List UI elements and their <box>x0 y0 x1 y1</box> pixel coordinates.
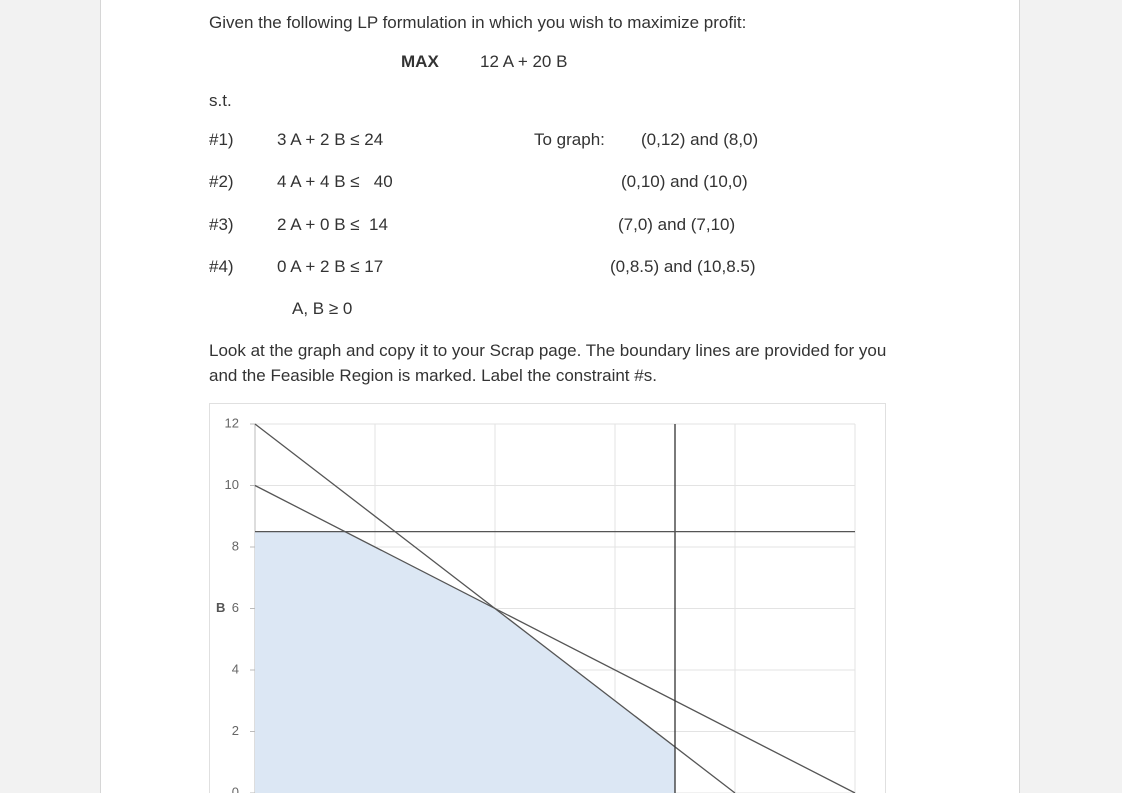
objective-label: MAX <box>401 52 439 71</box>
graph-points: (7,0) and (7,10) <box>618 214 736 234</box>
graph-points: (0,8.5) and (10,8.5) <box>610 256 756 276</box>
y-tick-label: 8 <box>232 538 239 553</box>
y-tick-label: 0 <box>232 784 239 793</box>
constraint-number: #4) <box>209 256 234 276</box>
nonnegativity: A, B ≥ 0 <box>292 299 353 318</box>
y-axis-label: B <box>216 600 225 615</box>
constraint-expression: 2 A + 0 B ≤ 14 <box>277 214 388 234</box>
boundary-line <box>254 484 856 793</box>
graph-points: (0,10) and (10,0) <box>621 172 748 192</box>
chart: 0 2 4 6 8 10 12 B <box>209 403 886 793</box>
intro: Given the following LP formulation in wh… <box>209 13 747 32</box>
y-tick-label: 12 <box>225 415 239 430</box>
objective-expression: 12 A + 20 B <box>480 52 568 71</box>
graph-points: (0,12) and (8,0) <box>641 130 759 149</box>
constraint-number: #3) <box>209 214 234 234</box>
subject-to: s.t. <box>209 91 232 110</box>
y-tick-label: 2 <box>232 723 239 738</box>
y-tick-label: 10 <box>225 477 239 492</box>
graph-label: To graph: <box>534 130 605 149</box>
constraint-expression: 4 A + 4 B ≤ 40 <box>277 172 393 192</box>
constraint-expression: 3 A + 2 B ≤ 24 <box>277 130 384 149</box>
constraint-number: #1) <box>209 130 234 149</box>
y-tick-label: 6 <box>232 600 239 615</box>
y-tick-label: 4 <box>232 661 239 676</box>
constraint-number: #2) <box>209 172 234 192</box>
feasible-region <box>255 531 675 793</box>
constraint-expression: 0 A + 2 B ≤ 17 <box>277 256 384 276</box>
instructions: Look at the graph and copy it to your Sc… <box>209 341 887 385</box>
